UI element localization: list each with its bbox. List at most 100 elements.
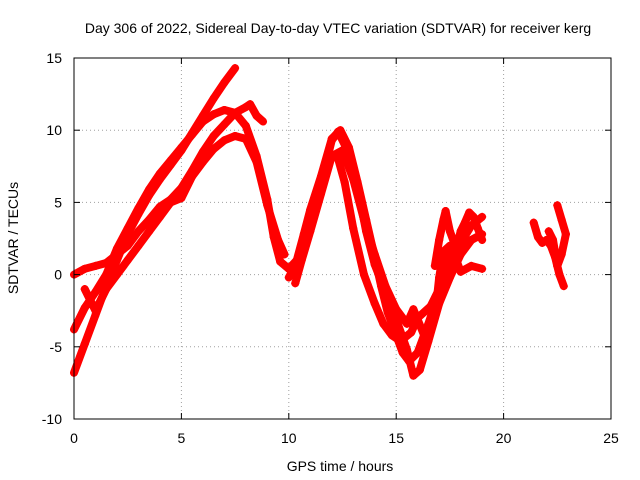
x-axis-label: GPS time / hours bbox=[287, 458, 394, 474]
trace-band bbox=[91, 285, 111, 315]
data-point bbox=[231, 131, 240, 140]
data-point bbox=[561, 230, 570, 239]
data-point bbox=[387, 331, 396, 340]
data-point bbox=[344, 143, 353, 152]
trace-band bbox=[297, 227, 315, 265]
data-point bbox=[198, 157, 207, 166]
data-point bbox=[405, 357, 414, 366]
data-point bbox=[209, 131, 218, 140]
data-point bbox=[155, 212, 164, 221]
data-point bbox=[123, 224, 132, 233]
data-point bbox=[80, 285, 89, 294]
data-point bbox=[396, 337, 405, 346]
data-point bbox=[533, 233, 542, 242]
data-point bbox=[441, 261, 450, 270]
data-point bbox=[349, 224, 358, 233]
data-point bbox=[473, 224, 482, 233]
data-point bbox=[112, 270, 121, 279]
chart-title: Day 306 of 2022, Sidereal Day-to-day VTE… bbox=[85, 20, 591, 36]
data-point bbox=[145, 215, 154, 224]
data-point bbox=[220, 136, 229, 145]
data-point bbox=[555, 270, 564, 279]
trace-band bbox=[370, 250, 390, 291]
data-point bbox=[112, 250, 121, 259]
data-point bbox=[145, 227, 154, 236]
data-point bbox=[478, 235, 487, 244]
trace-band bbox=[274, 235, 289, 259]
data-point bbox=[557, 250, 566, 259]
grid bbox=[74, 58, 611, 419]
data-point bbox=[529, 218, 538, 227]
trace-band bbox=[435, 273, 454, 308]
trace-band bbox=[383, 308, 401, 340]
data-point bbox=[460, 218, 469, 227]
data-point bbox=[166, 198, 175, 207]
trace-band bbox=[359, 215, 379, 259]
y-tick-label: 15 bbox=[46, 50, 62, 66]
data-point bbox=[407, 328, 416, 337]
data-point bbox=[166, 156, 175, 165]
trace-band bbox=[252, 157, 272, 210]
data-point bbox=[123, 241, 132, 250]
series-track-i bbox=[529, 201, 570, 291]
data-point bbox=[359, 270, 368, 279]
data-point bbox=[306, 227, 315, 236]
data-point bbox=[415, 365, 424, 374]
y-tick-label: 10 bbox=[46, 122, 62, 138]
data-point bbox=[402, 319, 411, 328]
data-point bbox=[413, 348, 422, 357]
trace-band bbox=[306, 189, 326, 236]
trace-band bbox=[317, 134, 336, 181]
data-point bbox=[280, 250, 289, 259]
data-point bbox=[413, 313, 422, 322]
data-point bbox=[338, 146, 347, 155]
data-point bbox=[145, 185, 154, 194]
data-point bbox=[439, 215, 448, 224]
data-point bbox=[220, 78, 229, 87]
trace-band bbox=[306, 172, 326, 214]
data-point bbox=[231, 108, 240, 117]
y-tick-label: -5 bbox=[50, 339, 63, 355]
data-point bbox=[209, 94, 218, 103]
data-point bbox=[91, 306, 100, 315]
data-point bbox=[452, 256, 461, 265]
data-point bbox=[553, 261, 562, 270]
data-point bbox=[551, 253, 560, 262]
data-point bbox=[80, 264, 89, 273]
data-point bbox=[549, 235, 558, 244]
trace-band bbox=[381, 282, 401, 314]
x-tick-label: 0 bbox=[70, 430, 78, 446]
data-point bbox=[327, 152, 336, 161]
data-point bbox=[381, 282, 390, 291]
trace-band bbox=[220, 64, 240, 87]
trace-band bbox=[291, 230, 308, 270]
y-tick-label: 5 bbox=[54, 194, 62, 210]
x-tick-label: 25 bbox=[603, 430, 619, 446]
data-point bbox=[317, 189, 326, 198]
data-point bbox=[456, 267, 465, 276]
trace-band bbox=[430, 235, 444, 270]
data-point bbox=[409, 371, 418, 380]
data-point bbox=[553, 201, 562, 210]
data-point bbox=[177, 143, 186, 152]
axis-ticks: 0 5 10 15 20 25 -10 -5 0 5 10 15 bbox=[42, 50, 619, 446]
data-point bbox=[445, 227, 454, 236]
series-track-d bbox=[80, 131, 289, 315]
data-point bbox=[430, 261, 439, 270]
data-point bbox=[349, 175, 358, 184]
data-point bbox=[198, 147, 207, 156]
data-point bbox=[435, 285, 444, 294]
series-track-c bbox=[70, 100, 268, 279]
data-point bbox=[478, 212, 487, 221]
data-point bbox=[241, 134, 250, 143]
series-track-h bbox=[430, 207, 487, 270]
data-point bbox=[209, 144, 218, 153]
data-point bbox=[284, 273, 293, 282]
trace-band bbox=[317, 152, 336, 198]
trace-band bbox=[349, 175, 368, 224]
trace-band bbox=[349, 224, 368, 279]
trace-band bbox=[299, 205, 315, 239]
trace-band bbox=[415, 337, 433, 374]
data-point bbox=[336, 126, 345, 135]
data-point bbox=[134, 204, 143, 213]
